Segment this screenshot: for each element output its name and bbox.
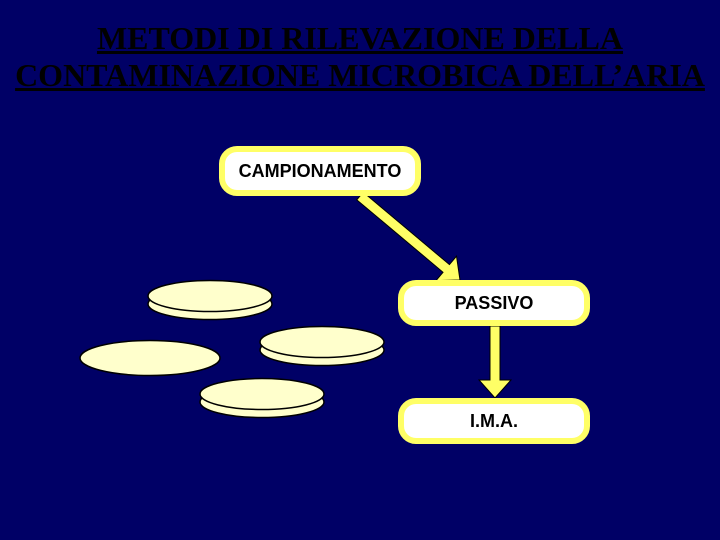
slide: METODI DI RILEVAZIONE DELLA CONTAMINAZIO… <box>0 0 720 540</box>
box-passivo-label: PASSIVO <box>455 293 534 314</box>
box-ima-label: I.M.A. <box>470 411 518 432</box>
box-campionamento-label: CAMPIONAMENTO <box>239 161 402 182</box>
box-ima: I.M.A. <box>398 398 590 444</box>
box-passivo: PASSIVO <box>398 280 590 326</box>
box-campionamento: CAMPIONAMENTO <box>219 146 421 196</box>
slide-title: METODI DI RILEVAZIONE DELLA CONTAMINAZIO… <box>0 20 720 94</box>
